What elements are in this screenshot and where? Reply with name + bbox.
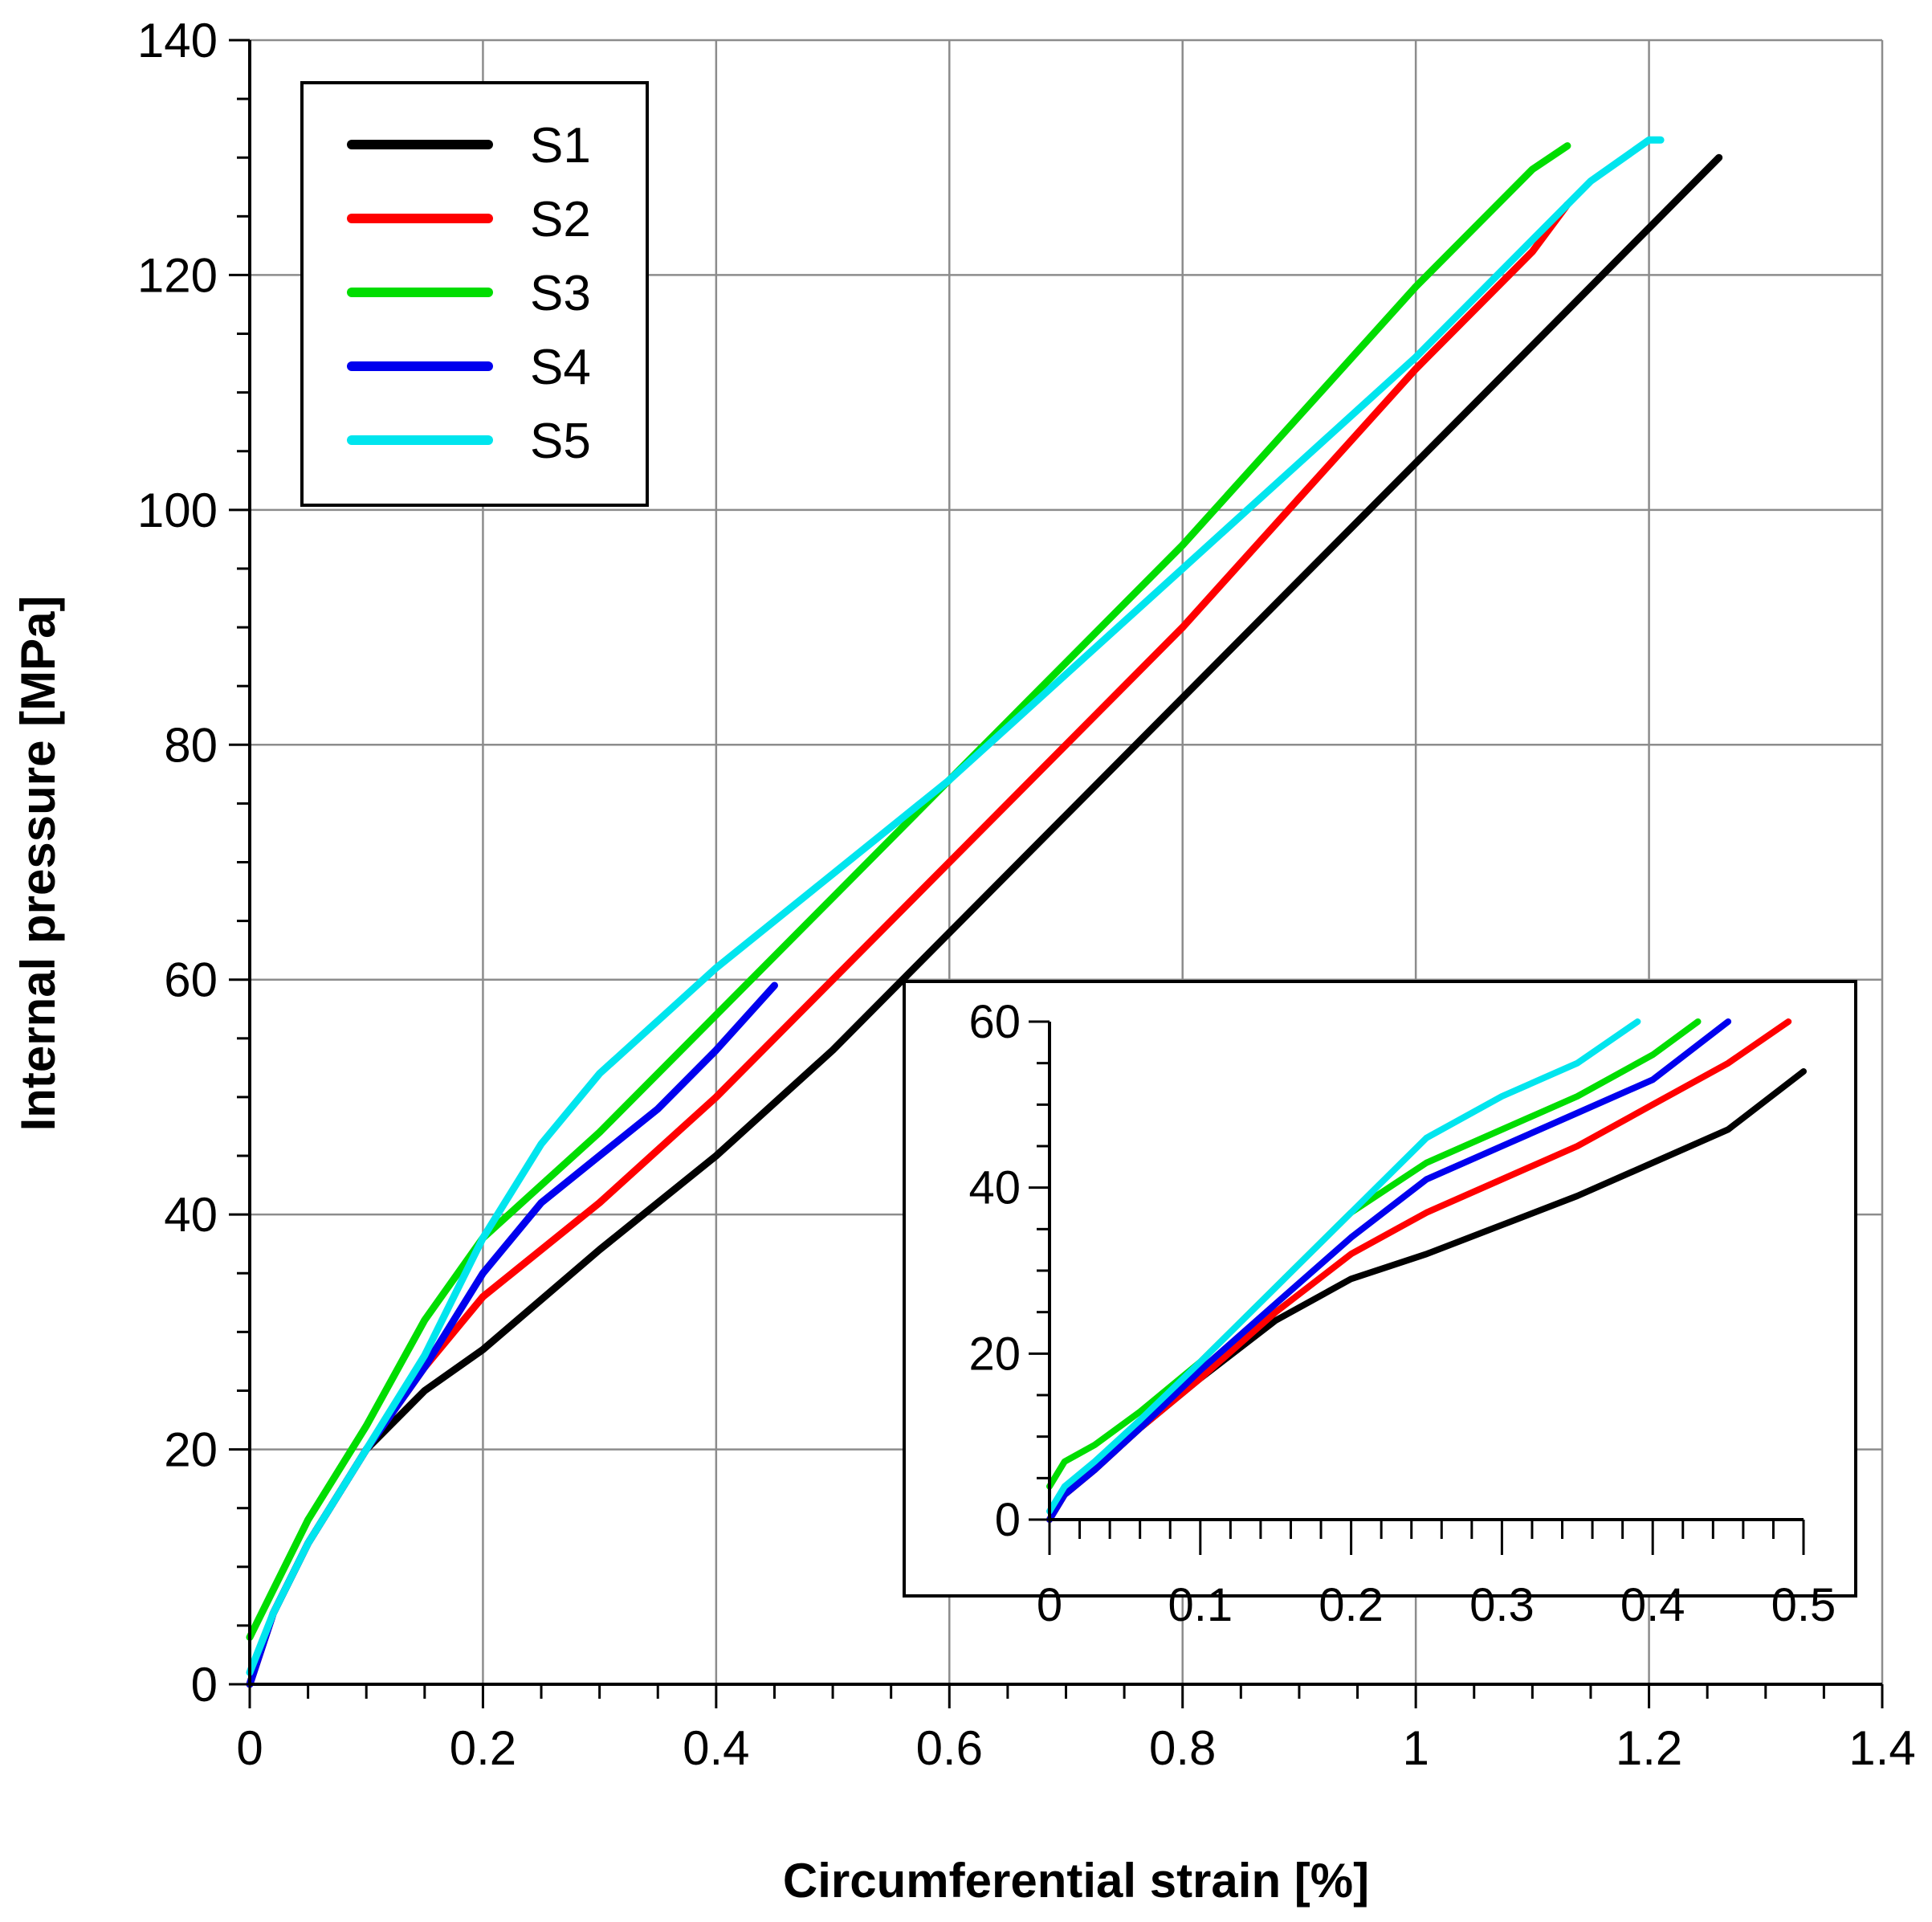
- series-line-s3: [246, 142, 1571, 1641]
- inset-y-tick-label-60: 60: [968, 996, 1021, 1048]
- inset-x-tick-label-0-1: 0.1: [1168, 1579, 1233, 1631]
- legend-label-s1: S1: [530, 118, 591, 173]
- y-tick-label-20: 20: [164, 1423, 218, 1477]
- x-tick-label-1-2: 1.2: [1616, 1721, 1682, 1775]
- y-axis-title: Internal pressure [MPa]: [11, 596, 65, 1132]
- legend: S1 S2 S3 S4 S5: [300, 81, 649, 507]
- x-tick-label-0-2: 0.2: [450, 1721, 516, 1775]
- y-tick-label-140: 140: [137, 14, 218, 67]
- inset-y-tick-label-0: 0: [995, 1494, 1021, 1546]
- x-tick-label-0-4: 0.4: [683, 1721, 749, 1775]
- series-line-s5: [246, 136, 1665, 1676]
- inset-series-line-s5: [1046, 1018, 1641, 1515]
- inset-x-tick-label-0-4: 0.4: [1620, 1579, 1685, 1631]
- y-tick-label-60: 60: [164, 953, 218, 1007]
- x-tick-label-0-8: 0.8: [1149, 1721, 1216, 1775]
- y-tick-label-0: 0: [191, 1658, 218, 1712]
- x-tick-label-0-6: 0.6: [916, 1721, 983, 1775]
- inset-x-tick-label-0-2: 0.2: [1319, 1579, 1384, 1631]
- y-tick-label-40: 40: [164, 1188, 218, 1242]
- x-tick-label-1: 1: [1402, 1721, 1429, 1775]
- legend-label-s4: S4: [530, 340, 591, 395]
- legend-label-s2: S2: [530, 192, 591, 247]
- y-tick-label-120: 120: [137, 248, 218, 302]
- inset-x-tick-label-0-3: 0.3: [1469, 1579, 1535, 1631]
- main-axes: 0 20 40 60 80 100 120 140 0 0.2 0.4 0.6 0.8 1 1.2 1.4: [137, 14, 1916, 1775]
- y-tick-label-100: 100: [137, 484, 218, 537]
- inset-x-tick-label-0-5: 0.5: [1771, 1579, 1836, 1631]
- x-tick-label-1-4: 1.4: [1848, 1721, 1915, 1775]
- inset-x-tick-label-0: 0: [1037, 1579, 1062, 1631]
- inset-chart: 0 20 40 60 0 0.1 0.2 0.3 0.4 0.5: [903, 980, 1857, 1631]
- inset-y-tick-label-20: 20: [968, 1328, 1021, 1380]
- main-series-group: [246, 136, 1723, 1688]
- legend-label-s3: S3: [530, 266, 591, 321]
- inset-series-line-s4: [1046, 1018, 1732, 1523]
- x-axis-title: Circumferential strain [%]: [783, 1854, 1369, 1908]
- y-tick-label-80: 80: [164, 718, 218, 772]
- legend-label-s5: S5: [530, 414, 591, 469]
- inset-y-tick-label-40: 40: [968, 1162, 1021, 1214]
- x-tick-label-0: 0: [236, 1721, 263, 1775]
